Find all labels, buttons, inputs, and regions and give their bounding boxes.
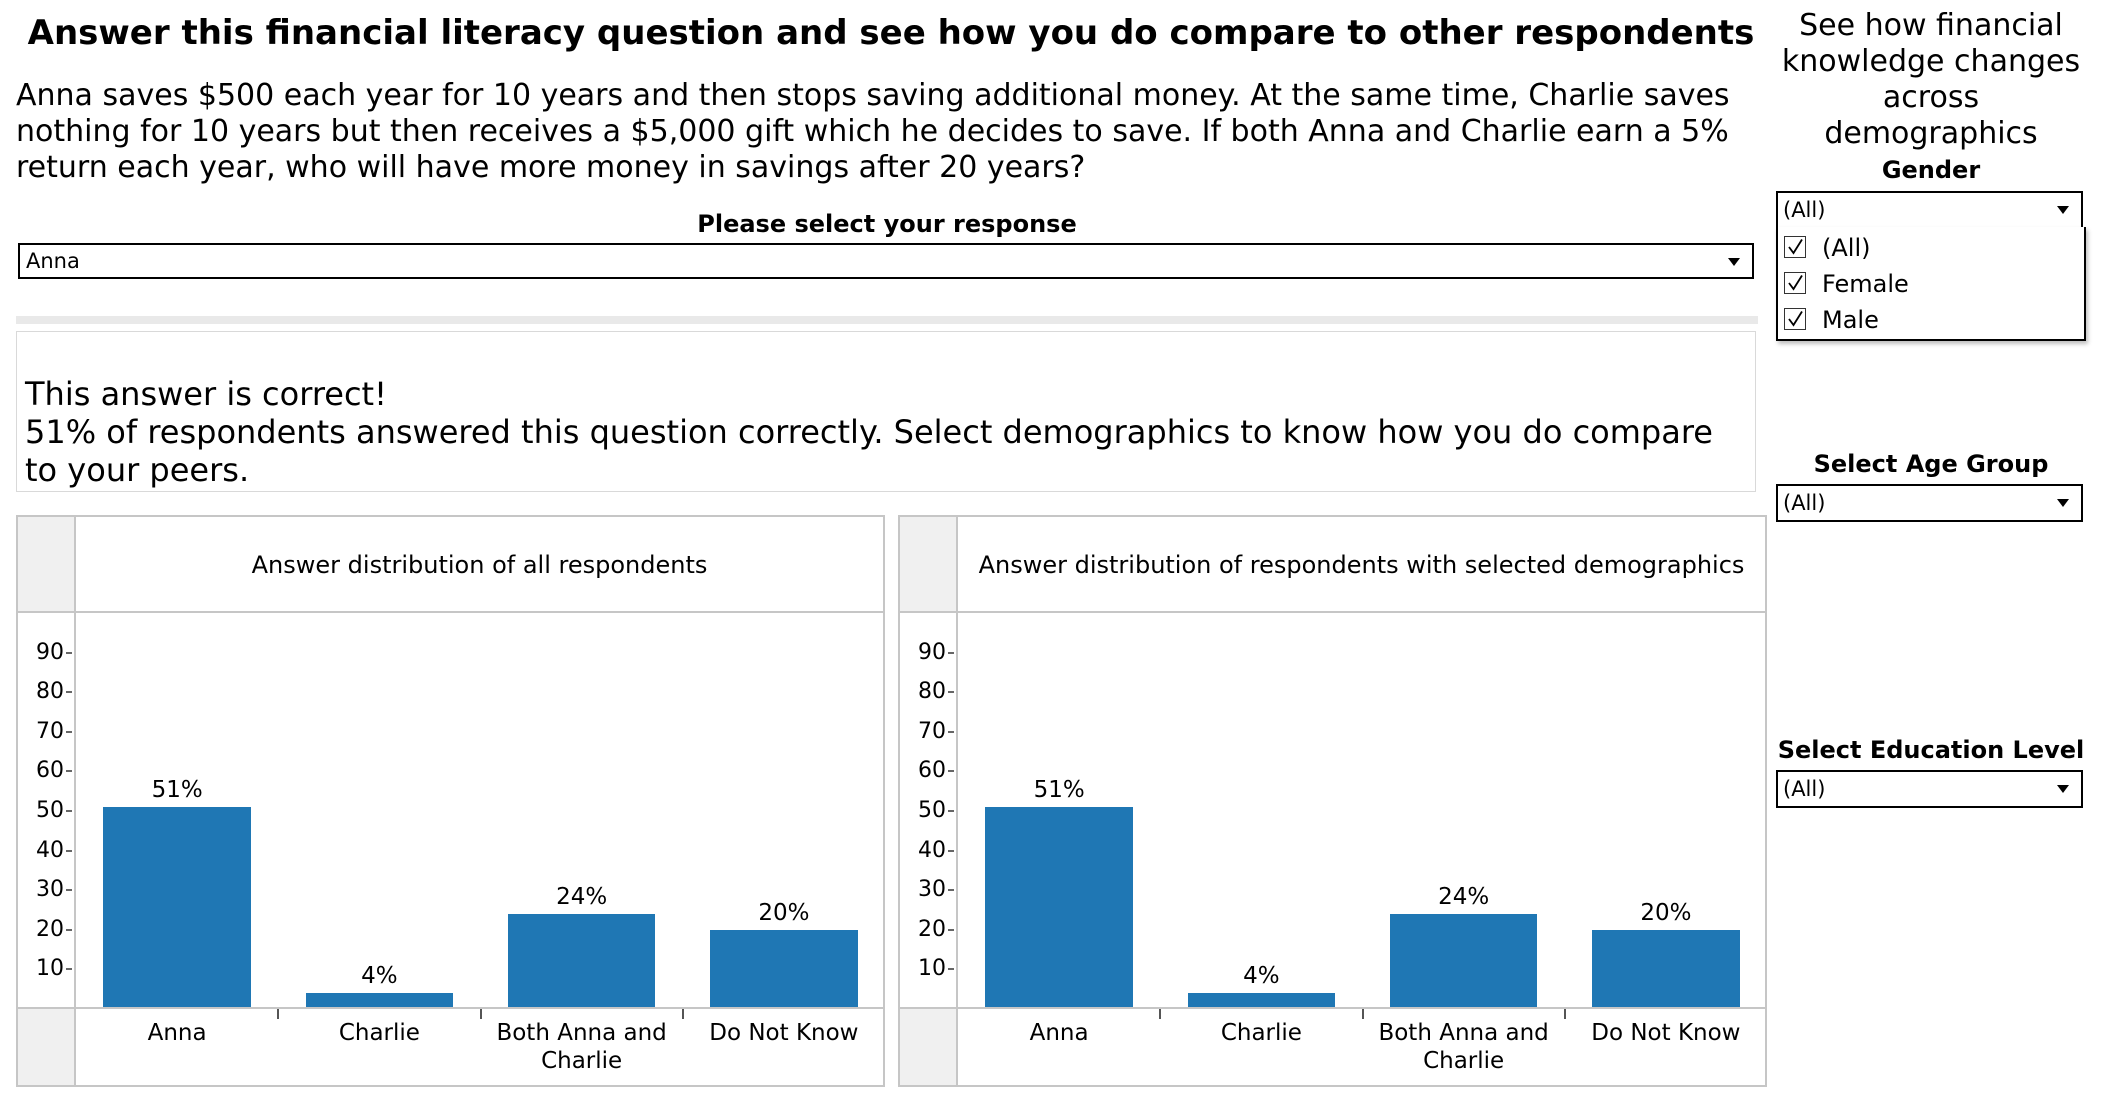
y-tick-label: 50 (918, 799, 954, 823)
chevron-down-icon[interactable] (2057, 206, 2069, 214)
chevron-down-icon[interactable] (1728, 258, 1740, 266)
y-tick-label: 80 (918, 680, 954, 704)
x-tick-label: Charlie (338, 1020, 420, 1046)
y-tick-label: 40 (36, 838, 72, 863)
x-axis: Anna Charlie Both Anna and Charlie Do Not K… (958, 1007, 1765, 1085)
x-tick-mark (1563, 1009, 1566, 1019)
x-tick-label: Anna (147, 1020, 207, 1046)
y-tick-label: 20 (36, 917, 72, 942)
y-tick-label: 60 (36, 759, 72, 783)
bar[interactable] (1389, 913, 1538, 1009)
x-tick-mark (1361, 1009, 1364, 1019)
y-axis: 10 20 30 40 50 60 70 80 90 (900, 613, 958, 1009)
y-tick-label: 80 (36, 680, 72, 704)
y-tick-label: 90 (918, 640, 954, 665)
x-tick-mark (479, 1009, 482, 1019)
result-verdict: This answer is correct! (25, 375, 387, 413)
bar[interactable] (985, 807, 1133, 1009)
chart-panel-all-respondents: Answer distribution of all respondents 1… (16, 515, 885, 1087)
gender-filter-dropdown[interactable]: (All) (1776, 191, 2083, 229)
bar[interactable] (305, 993, 454, 1009)
bar-value-label: 4% (361, 963, 398, 990)
bar-value-label: 51% (151, 777, 203, 804)
y-tick-label: 70 (918, 719, 954, 744)
y-tick-label: 10 (918, 957, 954, 981)
x-tick-label: Anna (1029, 1020, 1089, 1046)
result-message-box: This answer is correct! 51% of responden… (16, 331, 1756, 492)
x-tick-label: Charlie (1220, 1020, 1302, 1046)
chart-header: Answer distribution of all respondents (76, 517, 883, 613)
gender-option-label: (All) (1822, 234, 1871, 262)
bar-value-label: 24% (1438, 883, 1490, 910)
education-filter-label: Select Education Level (1777, 736, 2085, 764)
education-filter-value: (All) (1783, 777, 1826, 801)
header-stub (900, 517, 958, 613)
chart-title: Answer distribution of all respondents (251, 551, 708, 579)
bar-value-label: 51% (1033, 777, 1085, 804)
y-tick-label: 10 (36, 957, 72, 981)
age-filter-dropdown[interactable]: (All) (1776, 484, 2083, 522)
response-dropdown[interactable]: Anna (18, 243, 1754, 279)
response-dropdown-value: Anna (26, 249, 80, 273)
sidebar-title: See how financial knowledge changes acro… (1781, 8, 2081, 151)
divider (16, 316, 1758, 324)
bar[interactable] (710, 929, 858, 1009)
result-summary: 51% of respondents answered this questio… (25, 413, 1713, 489)
x-tick-mark (1159, 1009, 1162, 1019)
bar[interactable] (103, 807, 251, 1009)
y-tick-label: 60 (918, 759, 954, 783)
bar[interactable] (507, 913, 656, 1009)
axis-stub (18, 1007, 76, 1085)
page-title: Answer this financial literacy question … (27, 13, 1755, 53)
education-filter-dropdown[interactable]: (All) (1776, 770, 2083, 808)
bar-value-label: 24% (556, 883, 608, 910)
y-tick-label: 30 (36, 878, 72, 902)
gender-filter-label: Gender (1881, 156, 1981, 184)
question-text: Anna saves $500 each year for 10 years a… (16, 78, 1730, 185)
gender-filter-value: (All) (1783, 198, 1826, 222)
x-tick-label: Do Not Know (1591, 1020, 1741, 1046)
y-tick-label: 30 (918, 878, 954, 902)
y-tick-label: 70 (36, 719, 72, 744)
age-filter-label: Select Age Group (1813, 450, 2049, 478)
y-tick-label: 50 (36, 799, 72, 823)
header-stub (18, 517, 76, 613)
plot-area[interactable]: 51% 4% 24% 20% (958, 613, 1765, 1009)
x-axis: Anna Charlie Both Anna and Charlie Do Not K… (76, 1007, 883, 1085)
chevron-down-icon[interactable] (2057, 785, 2069, 793)
x-tick-mark (277, 1009, 280, 1019)
chart-title: Answer distribution of respondents with … (978, 551, 1745, 579)
y-tick-label: 20 (918, 917, 954, 942)
bar[interactable] (1187, 993, 1336, 1009)
y-tick-label: 90 (36, 640, 72, 665)
checkbox-icon[interactable] (1784, 272, 1806, 294)
checkbox-icon[interactable] (1784, 308, 1806, 330)
bar-value-label: 20% (1640, 899, 1692, 926)
x-tick-label: Do Not Know (709, 1020, 859, 1046)
y-axis: 10 20 30 40 50 60 70 80 90 (18, 613, 76, 1009)
axis-stub (900, 1007, 958, 1085)
x-tick-mark (681, 1009, 684, 1019)
plot-area[interactable]: 51% 4% 24% 20% (76, 613, 883, 1009)
bar[interactable] (1592, 929, 1740, 1009)
chart-header: Answer distribution of respondents with … (958, 517, 1765, 613)
bar-value-label: 20% (758, 899, 810, 926)
checkbox-icon[interactable] (1784, 236, 1806, 258)
chevron-down-icon[interactable] (2057, 499, 2069, 507)
response-label: Please select your response (697, 210, 1077, 238)
gender-option-label: Male (1822, 306, 1879, 334)
gender-option-label: Female (1822, 270, 1909, 298)
x-tick-label: Both Anna and Charlie (496, 1020, 667, 1074)
gender-options-list: (All) Female Male (1776, 227, 2086, 341)
y-tick-label: 40 (918, 838, 954, 863)
x-tick-label: Both Anna and Charlie (1378, 1020, 1549, 1074)
chart-panel-selected-demographics: Answer distribution of respondents with … (898, 515, 1767, 1087)
bar-value-label: 4% (1243, 963, 1280, 990)
age-filter-value: (All) (1783, 491, 1826, 515)
